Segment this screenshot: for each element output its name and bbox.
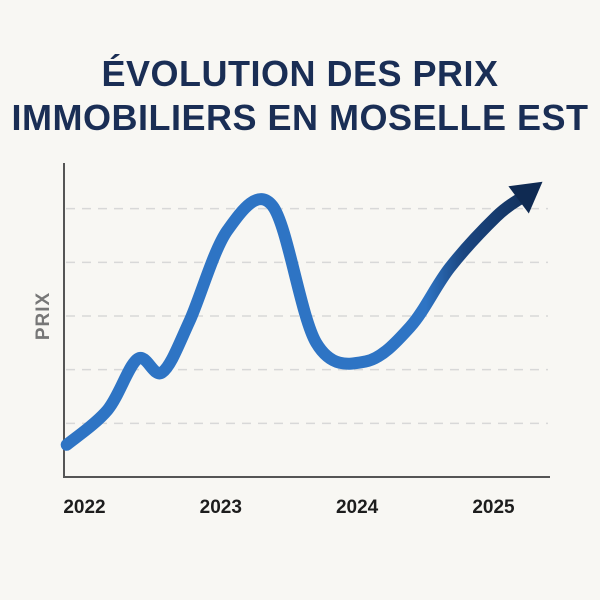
y-axis-label: PRIX	[33, 292, 54, 340]
x-tick-labels: 2022 2023 2024 2025	[63, 497, 515, 518]
chart-title-line-2: IMMOBILIERS EN MOSELLE EST	[11, 97, 589, 138]
x-tick-label: 2023	[200, 497, 242, 518]
x-tick-label: 2025	[472, 497, 515, 518]
price-series-line	[60, 191, 528, 451]
x-tick-label: 2022	[63, 497, 105, 518]
x-tick-label: 2024	[336, 497, 379, 518]
trend-arrow-head	[508, 181, 543, 214]
chart-title-line-1: ÉVOLUTION DES PRIX	[101, 53, 499, 94]
chart-title: ÉVOLUTION DES PRIX IMMOBILIERS EN MOSELL…	[0, 52, 600, 140]
